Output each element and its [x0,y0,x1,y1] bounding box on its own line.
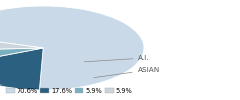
Text: ASIAN: ASIAN [94,67,160,78]
Legend: 70.6%, 17.6%, 5.9%, 5.9%: 70.6%, 17.6%, 5.9%, 5.9% [3,85,135,97]
Text: A.I.: A.I. [84,55,150,62]
Wedge shape [0,35,43,50]
Wedge shape [0,48,43,90]
Wedge shape [0,48,43,65]
Text: HISPANIC: HISPANIC [0,77,2,85]
Wedge shape [0,6,144,90]
